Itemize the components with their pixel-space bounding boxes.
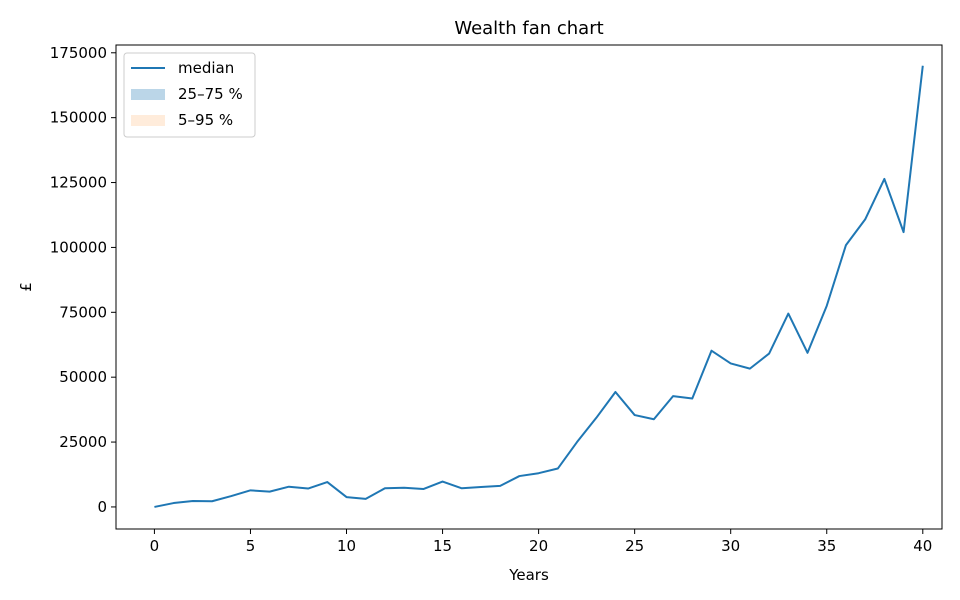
x-tick-label: 30 <box>721 537 740 555</box>
x-tick-label: 10 <box>337 537 356 555</box>
x-tick-label: 25 <box>625 537 644 555</box>
x-axis-label: Years <box>508 566 549 584</box>
x-tick-label: 0 <box>150 537 160 555</box>
x-tick-label: 5 <box>246 537 256 555</box>
y-tick-label: 100000 <box>50 238 107 256</box>
plot-frame <box>115 44 943 530</box>
x-tick-label: 20 <box>529 537 548 555</box>
legend-box <box>123 52 256 138</box>
x-tick-label: 35 <box>817 537 836 555</box>
x-axis-ticks: 0 5 10 15 20 25 30 35 40 <box>150 529 932 555</box>
y-tick-label: 75000 <box>59 303 107 321</box>
series-layer <box>154 65 924 508</box>
y-tick-label: 150000 <box>50 109 107 127</box>
x-tick-label: 15 <box>433 537 452 555</box>
legend-swatch-iqr-band <box>131 89 165 100</box>
y-tick-label: 50000 <box>59 368 107 386</box>
series-line-median <box>154 65 924 508</box>
y-tick-label: 25000 <box>59 433 107 451</box>
legend-label-iqr-band: 25–75 % <box>178 85 243 103</box>
chart-title: Wealth fan chart <box>454 18 603 39</box>
y-axis-label: £ <box>17 282 35 292</box>
y-tick-label: 0 <box>97 498 107 516</box>
y-axis-ticks: 0 25000 50000 75000 100000 125000 150000 175000 <box>50 44 116 516</box>
legend-label-median: median <box>178 59 234 77</box>
x-tick-label: 40 <box>913 537 932 555</box>
legend-label-90-band: 5–95 % <box>178 111 233 129</box>
y-tick-label: 125000 <box>50 174 107 192</box>
y-tick-label: 175000 <box>50 44 107 62</box>
legend: median 25–75 % 5–95 % <box>123 52 256 138</box>
legend-swatch-90-band <box>131 115 165 126</box>
